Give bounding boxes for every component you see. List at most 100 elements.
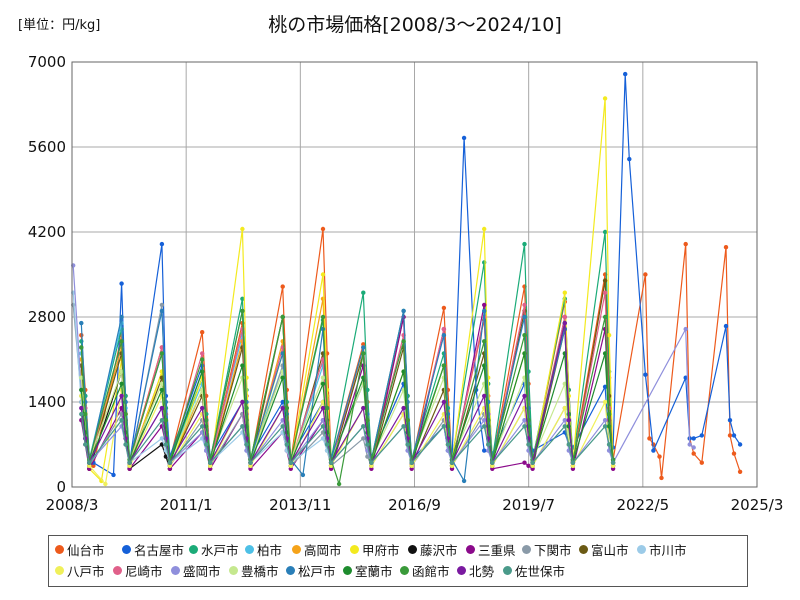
y-tick-label: 5600 [28, 138, 66, 156]
data-point [723, 323, 729, 329]
data-point [522, 314, 527, 320]
data-point [79, 345, 84, 350]
data-point [320, 405, 326, 411]
data-point [441, 363, 447, 368]
legend-item: 仙台市 [55, 539, 122, 560]
data-point [320, 381, 326, 386]
legend-item: 高岡市 [292, 539, 350, 560]
data-point [647, 436, 652, 441]
data-point [300, 472, 306, 478]
legend-marker [466, 545, 475, 554]
data-point [163, 442, 169, 447]
legend-marker [350, 545, 359, 554]
legend-item: 藤沢市 [408, 539, 466, 560]
data-point [699, 460, 704, 465]
chart-axes: 0 1400 2800 4200 5600 7000 2008/3 2011/1 2013/11… [28, 53, 784, 514]
data-point [522, 302, 527, 308]
legend-marker [579, 545, 588, 554]
data-point [244, 405, 249, 411]
data-point [691, 436, 696, 441]
data-point [623, 71, 628, 77]
legend-marker [292, 545, 301, 554]
data-point [103, 481, 108, 487]
legend-marker [522, 545, 531, 554]
legend-item: 松戸市 [286, 560, 343, 581]
data-point [361, 290, 366, 295]
data-point [280, 314, 285, 320]
data-point [200, 330, 205, 335]
data-point [602, 290, 608, 295]
data-point [167, 460, 173, 465]
data-point [79, 411, 84, 417]
data-point [320, 424, 326, 429]
data-point [240, 326, 245, 332]
legend-label: 市川市 [649, 543, 687, 558]
data-point [449, 463, 455, 468]
x-tick-label: 2019/7 [502, 496, 555, 514]
data-point [526, 442, 531, 447]
data-point [643, 372, 648, 377]
legend-label: 豊橋市 [241, 564, 279, 579]
data-point [163, 418, 169, 423]
data-point [159, 405, 165, 411]
data-point [602, 424, 608, 429]
data-point [401, 405, 406, 411]
chart-grid [71, 61, 758, 488]
data-point [240, 226, 245, 232]
legend-item: 尼崎市 [113, 560, 171, 581]
legend-item: 八戸市 [55, 560, 113, 581]
data-point [461, 478, 467, 484]
data-point [204, 442, 209, 447]
series-line [80, 414, 614, 464]
data-point [562, 320, 567, 326]
legend-marker [343, 566, 352, 575]
data-point [405, 418, 410, 423]
data-point [691, 445, 696, 450]
data-point [361, 424, 366, 429]
data-point [401, 308, 406, 314]
data-point [320, 375, 326, 380]
data-point [723, 245, 729, 250]
legend-label: 室蘭市 [355, 564, 393, 579]
data-point [562, 424, 567, 429]
y-tick-label: 2800 [28, 308, 66, 326]
plot-frame [71, 61, 758, 488]
legend-marker [400, 566, 409, 575]
data-point [361, 342, 366, 347]
data-point [602, 418, 608, 423]
data-point [240, 375, 245, 380]
data-point [482, 418, 487, 423]
data-point [727, 433, 733, 438]
data-point [522, 333, 527, 338]
data-point [127, 463, 132, 468]
data-point [91, 463, 96, 468]
legend-marker [189, 545, 198, 554]
data-point [566, 418, 571, 423]
data-point [441, 305, 447, 311]
legend-item: 室蘭市 [343, 560, 400, 581]
data-point [365, 418, 370, 423]
legend-label: 富山市 [591, 543, 629, 558]
x-tick-label: 2008/3 [46, 496, 99, 514]
data-point [522, 241, 527, 247]
legend-marker [637, 545, 646, 554]
x-tick-label: 2011/1 [160, 496, 213, 514]
data-point [737, 469, 743, 474]
data-point [280, 375, 285, 380]
legend-label: 佐世保市 [515, 564, 566, 579]
data-point [119, 314, 124, 320]
legend-marker [408, 545, 417, 554]
data-point [79, 320, 84, 326]
legend-item: 盛岡市 [171, 560, 229, 581]
data-point [490, 463, 495, 468]
data-point [369, 460, 374, 465]
data-point [482, 339, 487, 344]
data-point [562, 314, 567, 320]
data-point [361, 436, 366, 441]
data-point [409, 463, 414, 468]
data-point [482, 393, 487, 399]
data-point [522, 418, 527, 423]
data-point [441, 326, 447, 332]
data-point [683, 326, 688, 332]
data-point [83, 411, 88, 417]
